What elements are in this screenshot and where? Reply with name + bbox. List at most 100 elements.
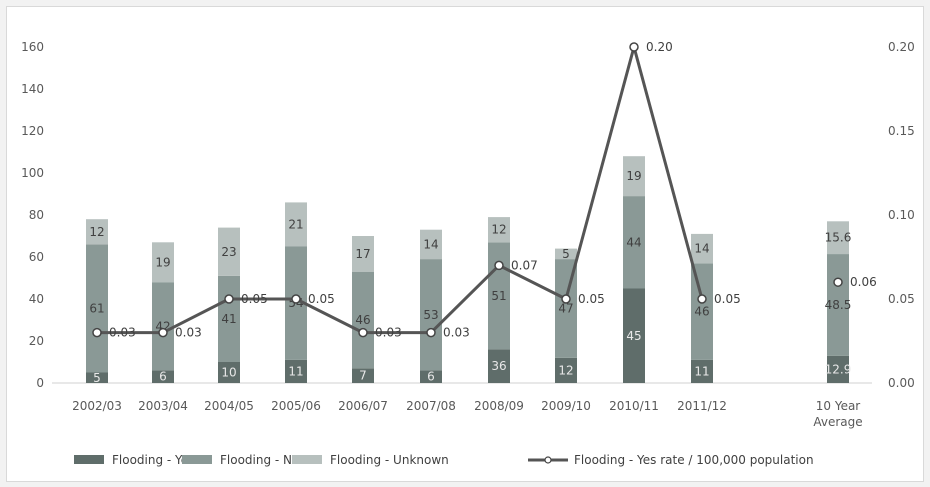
x-tick-label: 2007/08	[406, 399, 456, 413]
right-axis-tick-label: 0.00	[888, 376, 915, 390]
bar-segment-label: 19	[155, 255, 170, 269]
bar-segment-flooding-yes	[218, 362, 240, 383]
right-axis-tick-label: 0.10	[888, 208, 915, 222]
bar-segment-flooding-no	[352, 271, 374, 369]
bar-segment-flooding-yes	[827, 355, 849, 383]
bar-segment-label: 46	[355, 313, 370, 327]
legend-swatch	[292, 455, 322, 464]
rate-point	[358, 327, 368, 338]
x-tick-label: 2004/05	[204, 399, 254, 413]
legend-label: Flooding - Yes rate / 100,000 population	[574, 453, 814, 467]
bar-segment-label: 6	[159, 370, 167, 384]
bar-segment-flooding-unknown	[152, 242, 174, 283]
bar-segment-label: 14	[423, 237, 438, 251]
x-tick-label: 2002/03	[72, 399, 122, 413]
x-tick-label: Average	[813, 415, 862, 429]
rate-label: 0.03	[109, 326, 136, 340]
bar-segment-flooding-yes	[285, 359, 307, 383]
x-tick-label: 10 Year	[816, 399, 861, 413]
x-tick-label: 2008/09	[474, 399, 524, 413]
bar-segment-flooding-unknown	[86, 219, 108, 245]
bar-segment-flooding-no	[86, 244, 108, 373]
bar-segment-label: 12	[89, 225, 104, 239]
left-axis-tick-label: 0	[36, 376, 44, 390]
bar-segment-flooding-yes	[352, 368, 374, 383]
bar-segment-label: 5	[562, 247, 570, 261]
left-axis-tick-label: 80	[29, 208, 44, 222]
rate-point	[158, 327, 168, 338]
bar-segment-label: 12.9	[825, 362, 852, 376]
bar-segment-label: 10	[221, 366, 236, 380]
bar-segment-label: 53	[423, 308, 438, 322]
rate-point	[833, 277, 843, 287]
legend-label: Flooding - Unknown	[330, 453, 449, 467]
rate-label: 0.20	[646, 40, 673, 54]
left-axis-tick-label: 20	[29, 334, 44, 348]
bar-segment-flooding-unknown	[218, 227, 240, 276]
bar-segment-flooding-unknown	[352, 236, 374, 272]
bar-segment-label: 36	[491, 359, 506, 373]
bar-segment-flooding-unknown	[623, 156, 645, 197]
right-axis-tick-label: 0.15	[888, 124, 915, 138]
right-axis-tick-label: 0.20	[888, 40, 915, 54]
rate-label: 0.05	[308, 292, 335, 306]
rate-point	[224, 294, 234, 304]
bar-segment-flooding-no	[827, 254, 849, 356]
bar-segment-label: 21	[288, 217, 303, 231]
rate-point	[629, 42, 639, 52]
left-axis-tick-label: 120	[21, 124, 44, 138]
bar-segment-label: 45	[626, 329, 641, 343]
rate-label: 0.05	[241, 292, 268, 306]
bar-segment-label: 15.6	[825, 231, 852, 245]
rate-label: 0.03	[375, 326, 402, 340]
rate-point	[494, 260, 504, 271]
bar-segment-flooding-yes	[152, 370, 174, 383]
rate-point	[697, 294, 707, 304]
bar-segment-label: 48.5	[825, 298, 852, 312]
bar-segment-flooding-yes	[555, 357, 577, 383]
x-tick-label: 2010/11	[609, 399, 659, 413]
rate-label: 0.03	[175, 326, 202, 340]
bar-segment-flooding-yes	[86, 372, 108, 383]
bar-segment-label: 61	[89, 301, 104, 315]
x-tick-label: 2003/04	[138, 399, 188, 413]
bar-segment-label: 6	[427, 370, 435, 384]
x-tick-label: 2009/10	[541, 399, 591, 413]
rate-label: 0.05	[578, 292, 605, 306]
x-tick-label: 2005/06	[271, 399, 321, 413]
bar-segment-flooding-yes	[623, 288, 645, 383]
legend-swatch	[182, 455, 212, 464]
bar-segment-label: 47	[558, 301, 573, 315]
bar-segment-flooding-no	[691, 263, 713, 360]
bar-segment-flooding-yes	[488, 349, 510, 383]
bar-segment-label: 14	[694, 242, 709, 256]
legend-swatch	[74, 455, 104, 464]
bar-segment-flooding-yes	[691, 359, 713, 383]
rate-point	[561, 294, 571, 304]
rate-label: 0.03	[443, 326, 470, 340]
left-axis-tick-label: 100	[21, 166, 44, 180]
bar-segment-flooding-unknown	[555, 248, 577, 260]
bar-segment-flooding-no	[152, 282, 174, 371]
right-axis-tick-label: 0.05	[888, 292, 915, 306]
bar-segment-label: 11	[694, 364, 709, 378]
bar-segment-label: 11	[288, 364, 303, 378]
bar-segment-label: 7	[359, 369, 367, 383]
bar-segment-flooding-unknown	[285, 202, 307, 247]
left-axis-tick-label: 160	[21, 40, 44, 54]
bar-segment-flooding-unknown	[420, 229, 442, 260]
bar-segment-label: 17	[355, 247, 370, 261]
rate-point	[291, 294, 301, 304]
legend-marker	[544, 456, 552, 464]
bar-segment-flooding-no	[420, 259, 442, 371]
legend-label: Flooding - Yes	[112, 453, 194, 467]
bar-segment-flooding-no	[218, 275, 240, 362]
bar-segment-label: 19	[626, 169, 641, 183]
bar-segment-flooding-no	[623, 196, 645, 289]
rate-point	[426, 327, 436, 338]
bar-segment-label: 23	[221, 245, 236, 259]
rate-point	[92, 327, 102, 338]
left-axis-tick-label: 60	[29, 250, 44, 264]
bar-segment-label: 12	[491, 223, 506, 237]
